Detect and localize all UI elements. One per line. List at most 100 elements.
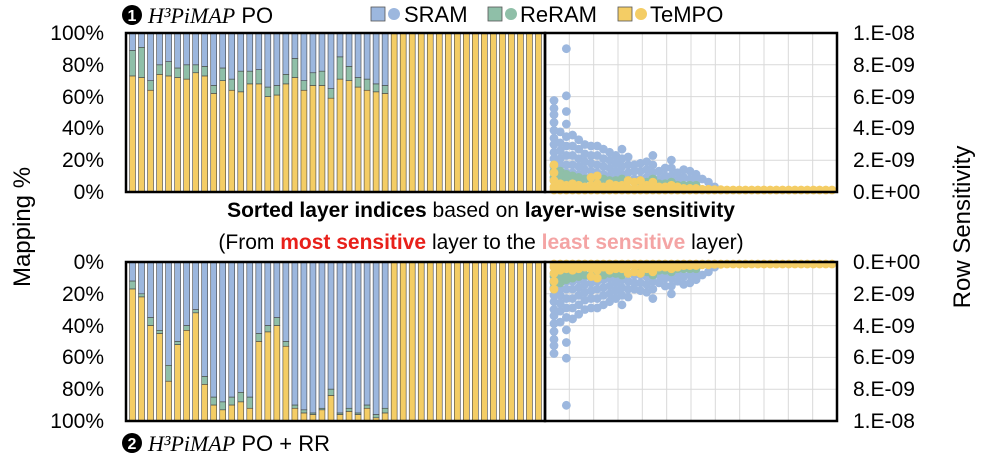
bar-segment-reram [246,396,254,409]
tick-label: 1.E-08 [853,22,915,45]
bar-segment-tempo [526,261,533,422]
bar-segment-tempo [282,345,290,422]
point-sram [623,160,633,170]
bar-segment-tempo [174,77,181,193]
caption-bold-b: layer-wise sensitivity [525,199,735,222]
bar-segment-tempo [444,261,452,422]
bar-segment-tempo [327,395,335,422]
bar-segment-tempo [508,32,515,193]
bar-segment-sram [228,261,236,398]
bar-segment-reram [228,396,236,406]
stacked-bars-top [129,32,542,193]
point-sram [549,154,559,164]
bar-segment-tempo [192,72,199,193]
caption-line-2: (From most sensitive layer to the least … [218,231,743,254]
point-tempo [549,160,559,170]
point-sram [629,166,639,176]
bar-segment-reram [381,85,389,94]
legend-swatch-reram-dot [505,8,517,20]
point-sram [666,163,676,173]
caption-most-sensitive: most sensitive [280,231,426,254]
bar-segment-sram [138,32,145,48]
bar-segment-sram [255,261,263,334]
bar-segment-tempo [183,330,190,422]
tick-label: 2.E-09 [853,149,915,172]
point-sram [561,119,571,129]
legend-swatch-tempo-dot [635,8,647,20]
badge-1-label: 1 [128,8,137,25]
bar-segment-tempo [535,32,542,193]
point-sram [574,135,584,145]
tick-label: 20% [62,283,104,306]
bar-segment-sram [165,32,172,62]
point-sram [660,273,670,283]
bar-segment-sram [210,32,217,86]
bar-segment-sram [309,261,317,414]
bar-segment-reram [219,67,226,82]
bar-segment-reram [156,330,163,334]
bar-segment-sram [246,261,254,398]
bar-segment-reram [237,70,245,93]
bar-segment-sram [282,32,290,75]
bar-segment-tempo [228,404,236,422]
point-sram [704,267,713,277]
bar-segment-tempo [481,261,488,422]
bar-segment-tempo [399,32,407,193]
point-sram [691,275,701,285]
bar-segment-reram [264,325,272,333]
bar-segment-tempo [417,261,425,422]
bar-segment-tempo [463,32,470,193]
bar-segment-reram [219,401,226,411]
bar-segment-tempo [318,85,326,193]
point-sram [660,163,670,173]
point-sram [561,44,571,54]
point-sram [623,152,633,162]
scatter-frame-bottom [543,260,839,423]
bar-segment-tempo [210,404,217,422]
bar-segment-tempo [237,91,245,193]
bar-segment-sram [363,32,371,80]
bar-segment-sram [156,32,163,66]
tick-label: 80% [62,54,104,77]
point-tempo [636,176,645,185]
tick-label: 6.E-09 [853,86,915,109]
bar-segment-sram [336,261,344,414]
point-sram [549,133,559,143]
point-sram [623,284,633,294]
point-tempo [648,267,658,277]
bar-segment-sram [156,261,163,331]
bar-segment-reram [228,78,236,91]
point-sram [561,400,571,410]
bar-segment-reram [201,376,208,385]
point-sram [549,341,559,351]
point-tempo [636,269,645,278]
scatter-frame-top [543,31,839,194]
tick-label: 60% [62,86,104,109]
bar-segment-sram [300,261,308,411]
tick-label: 60% [62,346,104,369]
bar-segment-sram [174,32,181,69]
point-sram [555,146,565,156]
bar-segment-reram [237,392,245,403]
bar-segment-sram [327,261,335,390]
point-sram [555,298,565,308]
bar-segment-reram [291,58,299,78]
bar-segment-sram [219,32,226,69]
bar-segment-reram [147,317,154,326]
bar-segment-sram [201,261,208,377]
bar-segment-tempo [363,89,371,193]
panel-title-top: 1 H³PiMAP PO [122,3,273,28]
badge-1 [122,5,142,25]
bar-segment-tempo [481,32,488,193]
bar-segment-tempo [210,93,217,193]
legend-swatch-tempo-bar [617,6,633,22]
bar-segment-reram [282,74,290,85]
bar-segment-reram [318,70,326,86]
point-sram [648,294,658,303]
point-tempo [549,168,559,178]
bar-segment-reram [183,325,190,331]
panel-title-bottom: 2 H³PiMAP PO + RR [122,431,330,456]
point-sram [666,281,676,291]
point-sram [549,103,559,113]
